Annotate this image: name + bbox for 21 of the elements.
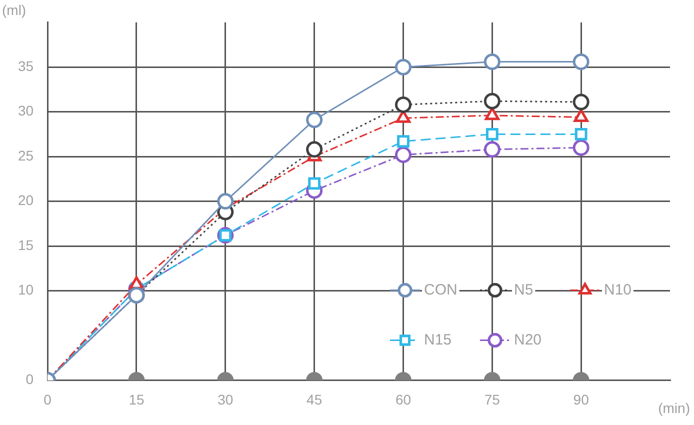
x-tick-label: 75 (484, 391, 500, 408)
x-tick-label: 45 (306, 391, 322, 408)
y-tick-label: 30 (18, 102, 34, 119)
x-tick-label: 0 (44, 391, 52, 408)
x-axis-title: (min) (658, 400, 690, 416)
y-tick-label: 20 (18, 192, 34, 208)
x-tick-label: 60 (395, 391, 412, 408)
y-tick-label: 35 (18, 58, 34, 74)
legend-label: N15 (424, 331, 452, 348)
legend-label: CON (424, 281, 458, 298)
x-tick-label: 90 (573, 391, 590, 408)
y-tick-label: 15 (18, 236, 34, 253)
y-tick-label: 25 (18, 147, 34, 164)
y-tick-label: 10 (18, 282, 34, 298)
legend-label: N10 (604, 281, 632, 298)
legend-label: N20 (514, 331, 542, 348)
y-axis-title: (ml) (2, 2, 26, 18)
y-tick-label: 0 (26, 371, 34, 388)
x-tick-label: 30 (218, 391, 234, 408)
x-tick-label: 15 (128, 391, 144, 408)
legend-label: N5 (514, 281, 534, 298)
